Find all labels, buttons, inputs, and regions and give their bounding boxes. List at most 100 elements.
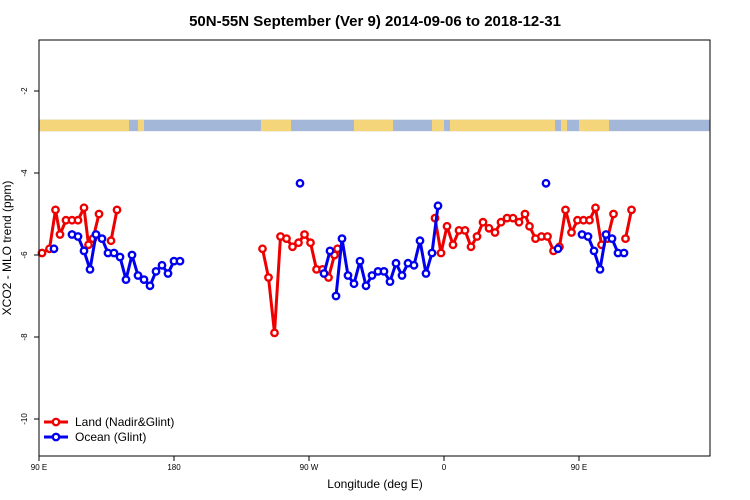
data-point [115, 252, 125, 262]
data-point [609, 209, 618, 219]
data-point [51, 205, 60, 215]
y-tick-label: -8 [20, 333, 29, 341]
plot-frame [38, 39, 711, 457]
map-strip-land [432, 119, 444, 132]
legend-marker [51, 432, 61, 442]
data-point [397, 271, 407, 280]
data-point [595, 264, 605, 274]
x-axis-label: Longitude (deg E) [327, 477, 422, 491]
data-point [282, 234, 291, 244]
data-point [97, 234, 107, 244]
map-strip-land [138, 119, 144, 132]
map-strip-land [261, 119, 291, 132]
y-axis: -2 -4 -6 -8 -10 [20, 87, 39, 425]
map-strip-land [561, 119, 567, 132]
data-point [460, 225, 470, 235]
x-tick-label: 90 E [31, 463, 47, 472]
data-point [264, 273, 273, 282]
data-point [567, 228, 576, 237]
data-point [121, 275, 131, 284]
data-point [79, 246, 89, 256]
data-point [73, 232, 83, 241]
data-point [391, 258, 401, 268]
map-strip-land [579, 119, 609, 132]
data-point [145, 281, 155, 291]
data-point [133, 271, 143, 280]
data-point [85, 264, 95, 274]
data-point [109, 248, 119, 258]
x-tick-label: 90 W [300, 463, 319, 472]
data-point [91, 230, 101, 239]
data-point [379, 266, 389, 276]
legend: Land (Nadir&Glint)Ocean (Glint) [44, 415, 174, 444]
data-point [157, 260, 167, 270]
data-point [543, 232, 552, 241]
chart-title: 50N-55N September (Ver 9) 2014-09-06 to … [189, 13, 561, 30]
data-point [139, 275, 149, 284]
legend-marker [51, 417, 61, 427]
legend-label: Land (Nadir&Glint) [75, 415, 174, 429]
data-point [553, 244, 563, 254]
data-point [385, 277, 395, 286]
data-point [306, 238, 315, 248]
y-axis-label: XCO2 - MLO trend (ppm) [0, 181, 14, 316]
data-point [433, 201, 443, 211]
data-point [325, 246, 335, 256]
data-point [472, 232, 482, 241]
data-point [436, 248, 446, 258]
data-point [541, 178, 551, 188]
data-point [361, 281, 371, 291]
data-point [520, 209, 530, 219]
data-point [367, 271, 377, 280]
data-point [514, 217, 524, 227]
data-point [300, 230, 309, 239]
y-tick-label: -2 [20, 87, 29, 95]
data-point [258, 244, 267, 254]
data-point [619, 248, 629, 258]
data-point [337, 234, 347, 244]
data-point [270, 328, 279, 338]
data-point [490, 228, 500, 237]
data-point [621, 234, 630, 244]
series-layer [37, 178, 636, 338]
map-strip-land [39, 119, 129, 132]
data-point [294, 238, 303, 248]
data-point [331, 291, 341, 301]
data-point [79, 203, 89, 213]
data-point [349, 279, 359, 289]
series-line [624, 209, 633, 239]
data-point [601, 230, 611, 239]
data-point [466, 242, 476, 252]
data-point [409, 260, 419, 270]
data-point [55, 230, 65, 239]
data-point [415, 236, 425, 246]
series-ocean [49, 178, 629, 301]
data-point [607, 234, 617, 244]
data-point [355, 256, 365, 266]
data-point [151, 266, 161, 276]
legend-label: Ocean (Glint) [75, 430, 146, 444]
y-tick-label: -4 [20, 169, 29, 177]
data-point [37, 248, 47, 258]
data-point [585, 215, 594, 225]
data-point [295, 178, 305, 188]
map-strip-land [354, 119, 393, 132]
data-point [73, 215, 83, 225]
data-point [627, 205, 636, 215]
data-point [427, 248, 437, 258]
data-point [94, 209, 104, 219]
data-point [343, 271, 353, 280]
data-point [163, 269, 173, 278]
data-point [583, 232, 593, 241]
data-point [319, 269, 329, 278]
data-point [508, 213, 518, 223]
data-point [106, 236, 116, 246]
data-point [448, 240, 458, 250]
data-point [421, 269, 431, 278]
data-point [127, 250, 137, 260]
data-point [288, 242, 297, 252]
x-tick-label: 0 [442, 463, 447, 472]
data-point [561, 205, 570, 215]
data-point [84, 240, 93, 250]
